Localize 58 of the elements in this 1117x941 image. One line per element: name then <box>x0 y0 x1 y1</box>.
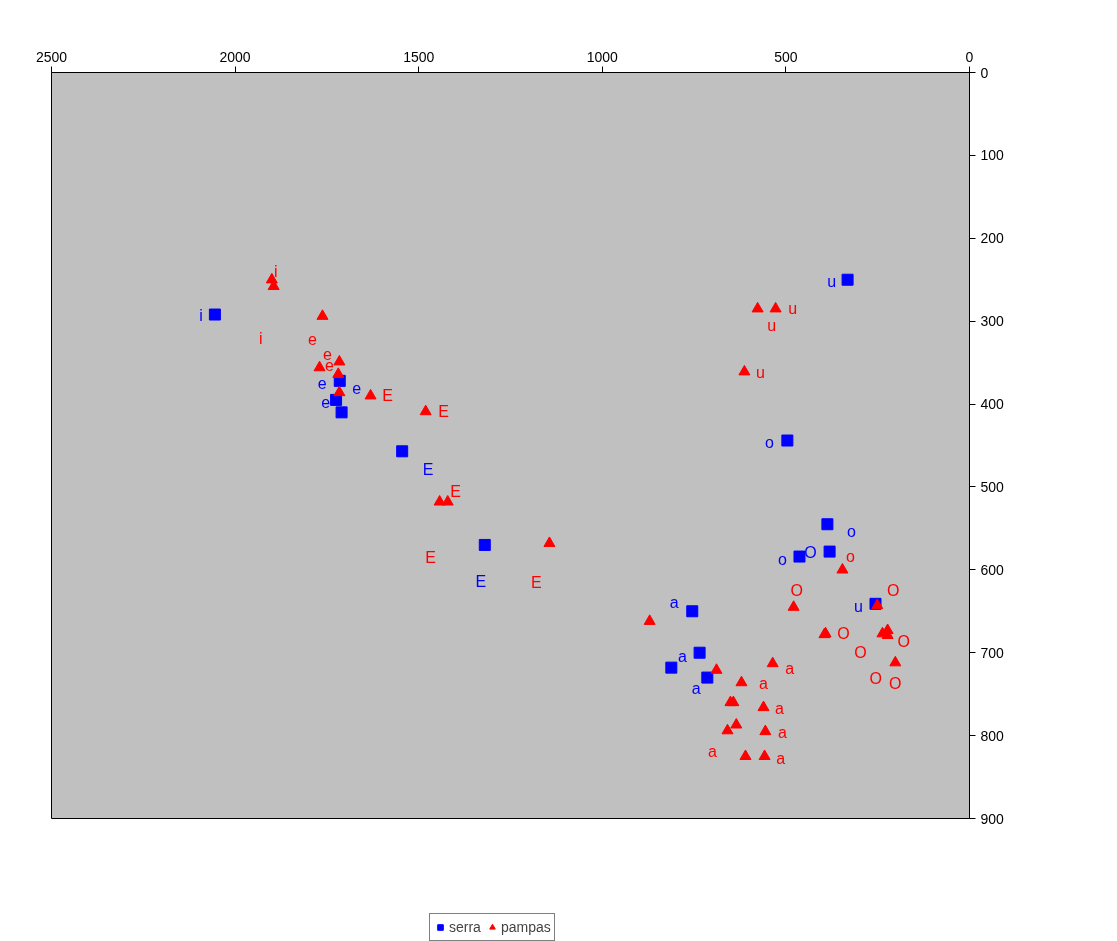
data-label: o <box>764 434 774 452</box>
x-tick-label: 2000 <box>219 48 251 65</box>
data-label: O <box>854 644 867 662</box>
data-label: E <box>531 573 542 591</box>
data-label: i <box>274 263 278 281</box>
data-label: O <box>869 669 882 687</box>
y-tick-label: 300 <box>980 313 1005 330</box>
y-tick-label: 0 <box>980 64 989 81</box>
data-label: o <box>778 551 788 569</box>
x-tick-label: 2500 <box>35 48 68 65</box>
data-label: a <box>785 660 795 677</box>
data-label: a <box>669 593 679 611</box>
data-label: a <box>775 699 785 717</box>
data-label: O <box>897 632 910 650</box>
data-label: E <box>422 460 434 478</box>
data-label: a <box>691 680 701 698</box>
data-label: E <box>475 573 487 591</box>
data-label: o <box>846 522 856 540</box>
y-tick-label: 400 <box>980 396 1005 413</box>
y-tick-label: 100 <box>980 147 1005 164</box>
data-label: a <box>777 723 787 741</box>
data-label: E <box>382 387 393 405</box>
data-label: u <box>755 364 765 382</box>
y-tick-label: 200 <box>980 230 1005 247</box>
data-label: u <box>788 300 798 318</box>
x-tick-label: 500 <box>774 48 798 65</box>
data-label: E <box>450 483 462 501</box>
data-label: a <box>759 675 769 693</box>
data-label: a <box>776 749 786 767</box>
data-label: o <box>846 548 855 566</box>
data-label: e <box>321 394 331 412</box>
x-tick-label: 1000 <box>586 48 619 65</box>
data-label: O <box>790 581 803 599</box>
data-label: e <box>308 331 318 349</box>
data-label: i <box>199 307 203 325</box>
data-label: i <box>258 329 263 347</box>
y-tick-label: 700 <box>980 644 1005 661</box>
data-label: a <box>708 743 718 761</box>
x-tick-label: 1500 <box>403 48 435 65</box>
data-label: e <box>317 374 327 392</box>
data-label: a <box>677 648 687 666</box>
data-label: u <box>854 598 863 616</box>
legend-label: serra <box>449 919 481 935</box>
data-label: E <box>425 549 436 567</box>
data-label: E <box>438 403 450 421</box>
data-label: e <box>352 379 362 397</box>
y-tick-label: 800 <box>980 727 1005 744</box>
y-tick-label: 600 <box>980 561 1005 578</box>
data-label: u <box>767 317 777 335</box>
data-label: O <box>837 625 850 643</box>
data-label: O <box>887 581 900 599</box>
data-label: u <box>827 273 837 291</box>
x-tick-label: 0 <box>965 48 974 65</box>
data-label: O <box>889 675 902 693</box>
legend-label: pampas <box>500 919 551 935</box>
y-tick-label: 900 <box>980 810 1005 827</box>
data-label: O <box>804 544 817 562</box>
y-tick-label: 500 <box>980 478 1005 495</box>
